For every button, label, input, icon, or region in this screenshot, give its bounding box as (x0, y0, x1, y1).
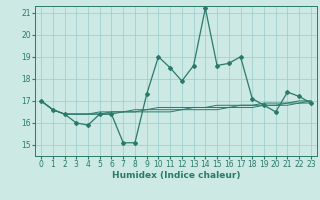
X-axis label: Humidex (Indice chaleur): Humidex (Indice chaleur) (112, 171, 240, 180)
